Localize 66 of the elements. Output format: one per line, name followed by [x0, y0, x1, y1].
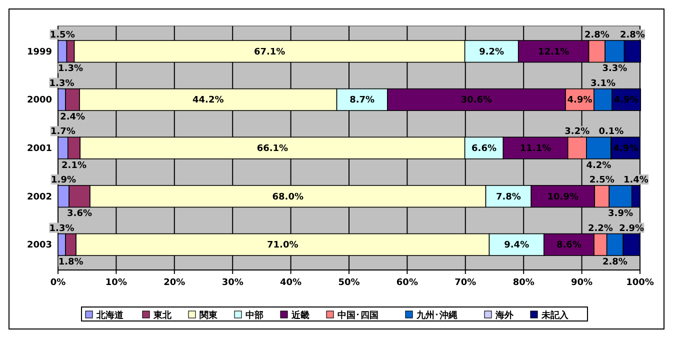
legend-label: 九州･沖縄	[416, 310, 458, 321]
data-label: 1.8%	[58, 258, 84, 268]
x-tick-label: 20%	[164, 278, 186, 288]
data-label: 7.8%	[496, 192, 521, 202]
x-tick-label: 70%	[454, 278, 476, 288]
x-tick-label: 30%	[222, 278, 244, 288]
x-tick-label: 10%	[105, 278, 127, 288]
x-tick-label: 50%	[338, 278, 360, 288]
data-label: 1.7%	[50, 127, 76, 138]
legend-label: 関東	[200, 310, 218, 321]
data-label: 4.9%	[567, 96, 592, 106]
data-label: 1.9%	[51, 175, 76, 186]
legend-label: 未記入	[540, 310, 570, 321]
data-label: 66.1%	[256, 144, 288, 154]
data-label: 4.2%	[586, 160, 612, 171]
data-label: 0.1%	[598, 127, 624, 138]
data-label: 6.6%	[472, 144, 497, 154]
data-label: 2.8%	[620, 30, 645, 40]
data-label: 44.2%	[192, 96, 224, 106]
data-label: 2.1%	[62, 160, 86, 171]
data-label: 2.8%	[584, 30, 610, 40]
y-tick-label: 1999	[26, 47, 52, 58]
data-label: 4.9%	[614, 96, 639, 106]
data-label: 1.5%	[50, 30, 75, 40]
x-tick-label: 0%	[50, 278, 66, 288]
data-label: 68.0%	[272, 192, 304, 202]
data-label: 3.6%	[67, 209, 92, 220]
data-label: 30.6%	[460, 96, 492, 106]
legend-label: 中国･四国	[338, 310, 378, 321]
x-tick-label: 80%	[512, 278, 534, 288]
y-tick-label: 2000	[26, 96, 52, 106]
data-label: 1.3%	[49, 224, 74, 234]
legend-label: 北海道	[96, 310, 124, 321]
data-label: 3.2%	[564, 127, 590, 138]
x-tick-label: 60%	[396, 278, 418, 288]
data-label: 67.1%	[254, 47, 286, 58]
x-tick-label: 40%	[280, 278, 302, 288]
data-label: 1.3%	[49, 78, 74, 89]
data-label: 11.1%	[520, 144, 552, 154]
x-tick-label: 100%	[626, 278, 654, 288]
legend-label: 近畿	[290, 310, 310, 321]
data-label: 2.5%	[589, 175, 614, 186]
data-label: 9.2%	[479, 47, 504, 58]
data-label: 3.3%	[602, 64, 628, 74]
y-tick-label: 2002	[26, 192, 52, 202]
data-label: 1.4%	[623, 175, 648, 186]
y-tick-label: 2003	[26, 240, 52, 251]
data-label: 3.9%	[608, 209, 633, 220]
data-label: 12.1%	[538, 47, 570, 58]
data-label: 4.9%	[613, 144, 638, 154]
data-label: 8.7%	[350, 96, 375, 106]
x-tick-label: 90%	[571, 278, 593, 288]
data-label: 9.4%	[504, 240, 530, 251]
data-label: 2.9%	[619, 224, 644, 234]
data-label: 8.6%	[556, 240, 582, 251]
data-label: 2.4%	[60, 112, 86, 123]
legend-label: 中部	[246, 310, 264, 321]
data-label: 3.1%	[590, 78, 616, 89]
legend-label: 東北	[152, 310, 172, 321]
data-label: 2.2%	[588, 224, 613, 234]
data-label: 71.0%	[267, 240, 298, 251]
legend-label: 海外	[494, 310, 514, 321]
data-label: 2.8%	[602, 258, 628, 268]
data-label: 10.9%	[547, 192, 578, 202]
y-tick-label: 2001	[26, 144, 52, 154]
data-label: 1.3%	[58, 64, 83, 74]
